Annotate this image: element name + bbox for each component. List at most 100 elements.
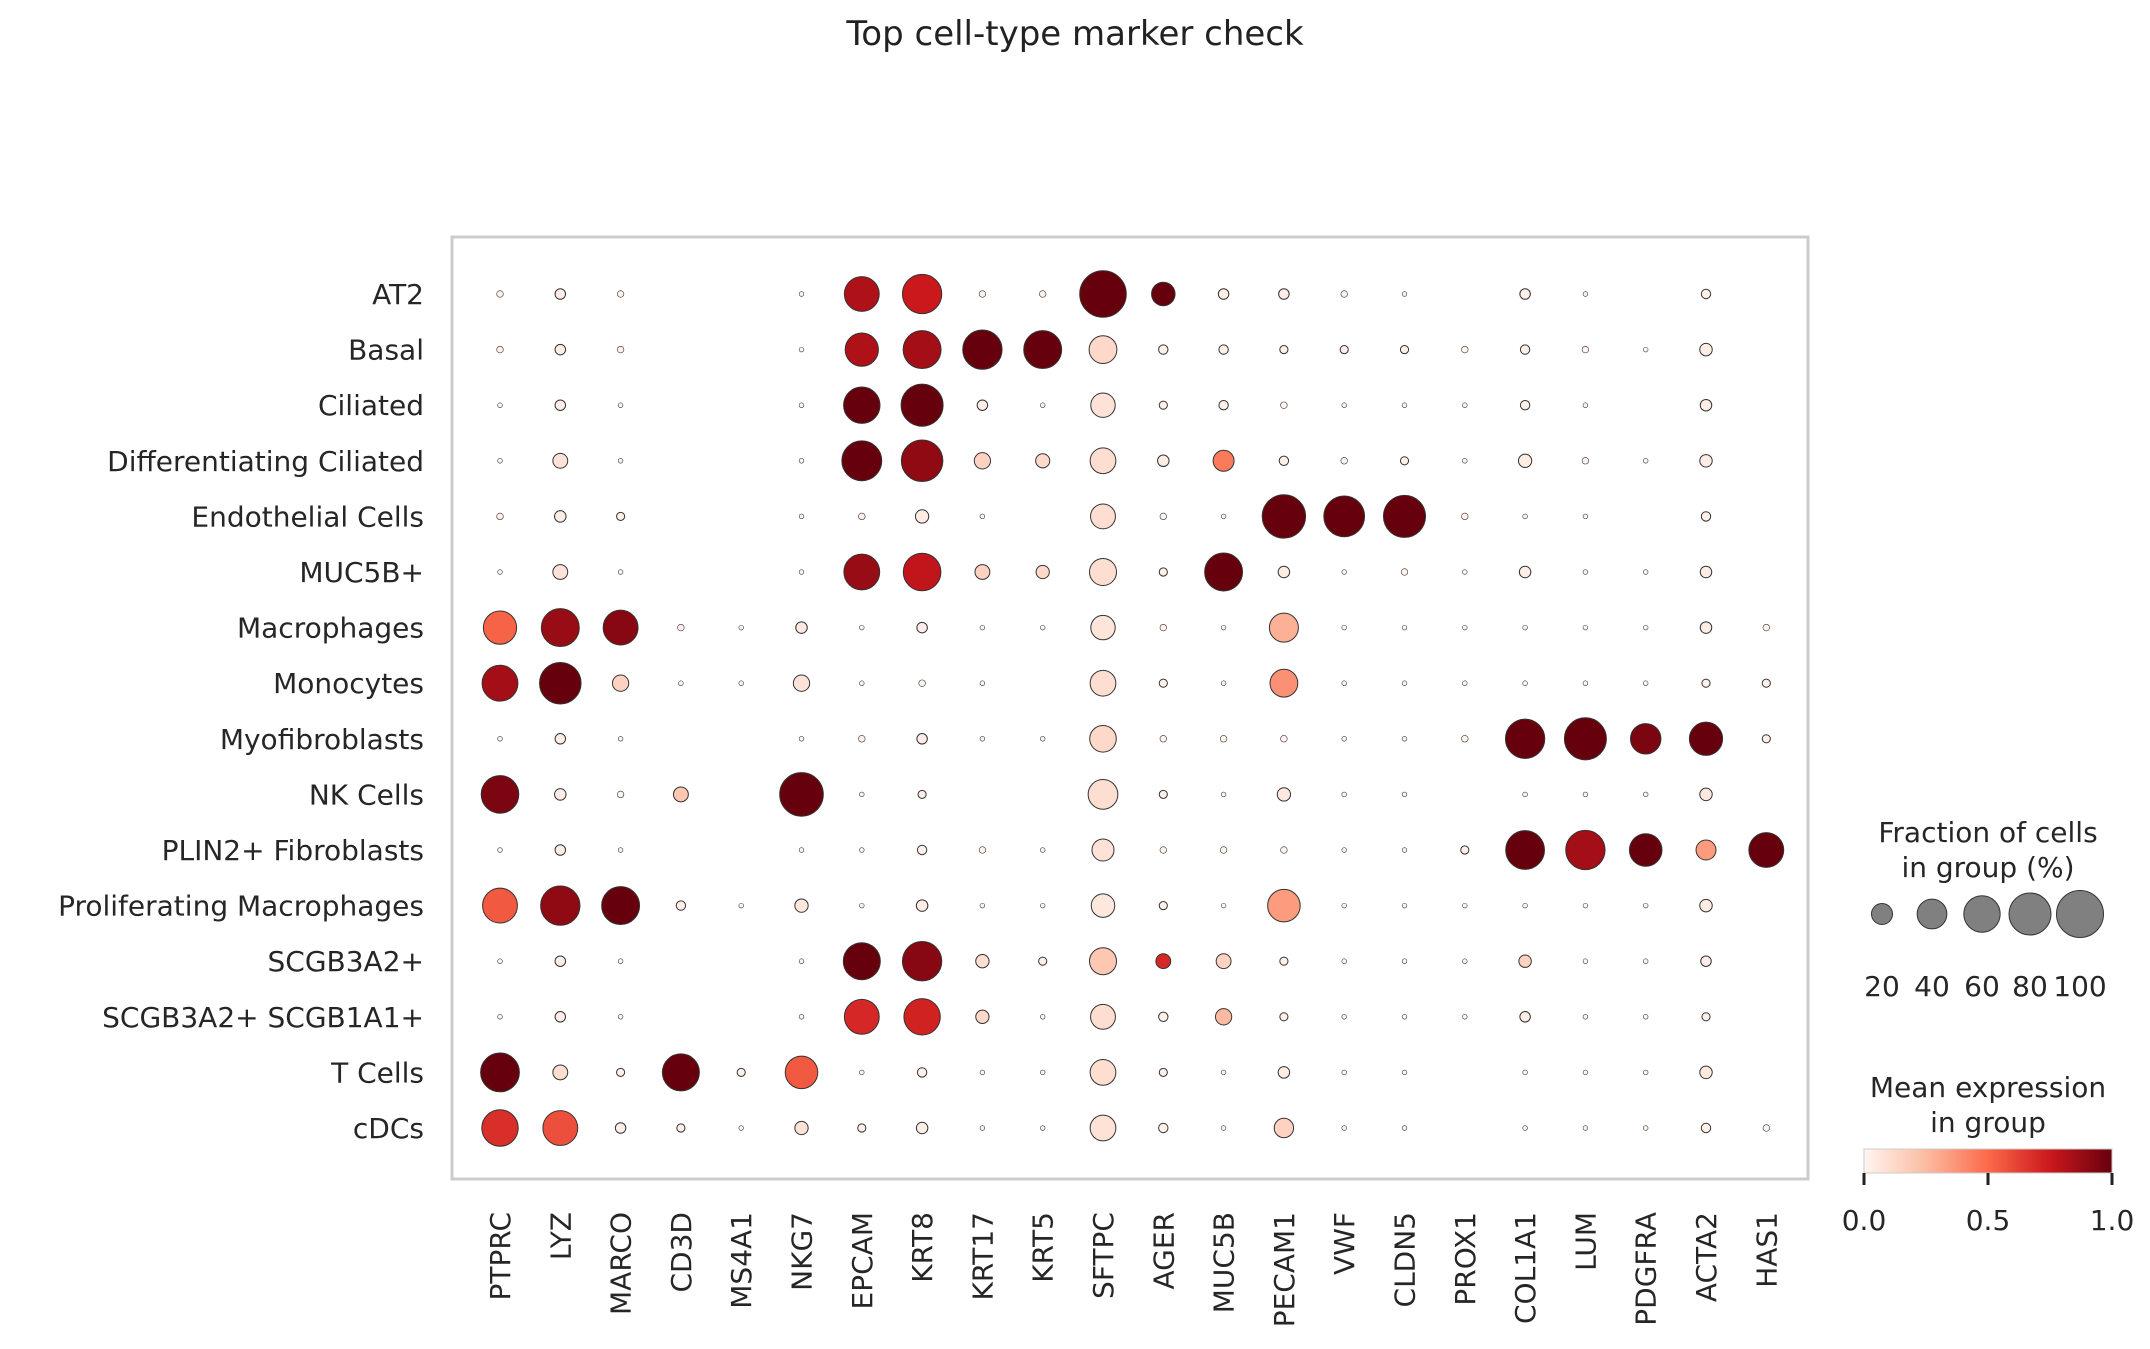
group-label: Proliferating Macrophages xyxy=(58,890,424,923)
dot xyxy=(617,847,624,853)
dot xyxy=(1219,735,1228,743)
dot xyxy=(918,679,926,687)
dot xyxy=(798,1014,805,1020)
dot xyxy=(497,736,503,742)
dot xyxy=(1089,947,1117,976)
dot xyxy=(1401,736,1408,742)
dot xyxy=(1269,668,1299,698)
dot xyxy=(1341,1014,1347,1020)
colorbar-tick-label: 1.0 xyxy=(2090,1204,2135,1237)
dot xyxy=(1040,1125,1046,1131)
dot xyxy=(480,775,520,814)
gene-label: MARCO xyxy=(605,1212,638,1315)
dot xyxy=(497,402,503,408)
group-label: Ciliated xyxy=(318,389,424,422)
dot xyxy=(1090,893,1116,918)
dot xyxy=(1643,1014,1649,1020)
dot xyxy=(554,288,567,300)
dot xyxy=(497,569,503,575)
dot xyxy=(1748,832,1785,868)
dot xyxy=(616,290,625,298)
dot xyxy=(1040,402,1046,408)
dot xyxy=(554,844,567,856)
dot xyxy=(1220,680,1227,686)
dot xyxy=(552,1064,569,1081)
gene-label: EPCAM xyxy=(846,1212,879,1309)
group-label: Macrophages xyxy=(237,612,424,645)
dot xyxy=(1643,902,1649,909)
dot xyxy=(497,458,503,464)
dot xyxy=(1522,791,1528,798)
group-label: PLIN2+ Fibroblasts xyxy=(162,834,424,867)
dot xyxy=(1217,288,1230,300)
dot xyxy=(1462,402,1468,408)
dot xyxy=(974,564,991,580)
dot xyxy=(1079,270,1127,318)
color-legend-subtitle: in group xyxy=(1930,1106,2046,1139)
dot xyxy=(1629,723,1662,755)
dot xyxy=(1158,1067,1168,1077)
dot xyxy=(859,902,865,909)
dot xyxy=(1582,680,1589,686)
dot xyxy=(554,788,567,801)
dot xyxy=(1341,1069,1347,1076)
dot xyxy=(1462,569,1468,575)
dot xyxy=(601,886,641,926)
dot xyxy=(843,998,880,1035)
group-label: Myofibroblasts xyxy=(220,723,424,756)
dot xyxy=(859,1069,865,1076)
dot xyxy=(1582,291,1589,297)
dot xyxy=(1695,839,1717,861)
dot xyxy=(1159,735,1167,743)
dot xyxy=(676,1123,686,1133)
group-label: T Cells xyxy=(330,1056,424,1089)
dot xyxy=(916,844,928,856)
dot xyxy=(617,402,624,408)
dot xyxy=(1517,453,1533,468)
dot xyxy=(1090,392,1116,418)
dot xyxy=(1699,621,1713,634)
dot xyxy=(1401,291,1408,297)
size-legend-dot xyxy=(2008,892,2052,936)
group-label: MUC5B+ xyxy=(299,556,424,589)
dot xyxy=(738,624,744,631)
dot xyxy=(1218,400,1229,411)
dot xyxy=(1643,624,1649,631)
dot xyxy=(1461,512,1469,521)
dot xyxy=(1219,846,1228,854)
dot xyxy=(1267,888,1301,923)
dot xyxy=(1159,512,1167,521)
dot xyxy=(614,1122,627,1134)
dot xyxy=(1401,402,1408,408)
dot xyxy=(1401,902,1408,909)
gene-label: AGER xyxy=(1147,1212,1180,1290)
dot xyxy=(901,941,943,982)
dot xyxy=(1582,569,1589,575)
gene-label: MUC5B xyxy=(1208,1212,1241,1313)
dot xyxy=(798,346,805,353)
dot xyxy=(1699,787,1713,802)
dot xyxy=(554,1011,567,1023)
size-legend-label: 40 xyxy=(1914,970,1950,1003)
dot xyxy=(859,791,865,798)
dot xyxy=(602,609,639,646)
dot xyxy=(1089,669,1117,697)
dot xyxy=(1340,457,1348,465)
dot xyxy=(1273,1117,1295,1139)
dot xyxy=(1522,1069,1528,1076)
dot xyxy=(616,345,625,354)
size-legend-label: 20 xyxy=(1864,970,1900,1003)
dot xyxy=(1519,400,1531,411)
dot xyxy=(798,291,805,297)
dot xyxy=(1582,791,1589,798)
dot xyxy=(976,399,989,411)
dot xyxy=(914,509,930,524)
dot xyxy=(901,273,943,315)
dot xyxy=(554,510,567,523)
dot xyxy=(1699,898,1713,913)
dot xyxy=(1643,680,1649,686)
dot xyxy=(843,386,881,424)
dot xyxy=(1643,958,1649,964)
dot xyxy=(554,343,567,356)
